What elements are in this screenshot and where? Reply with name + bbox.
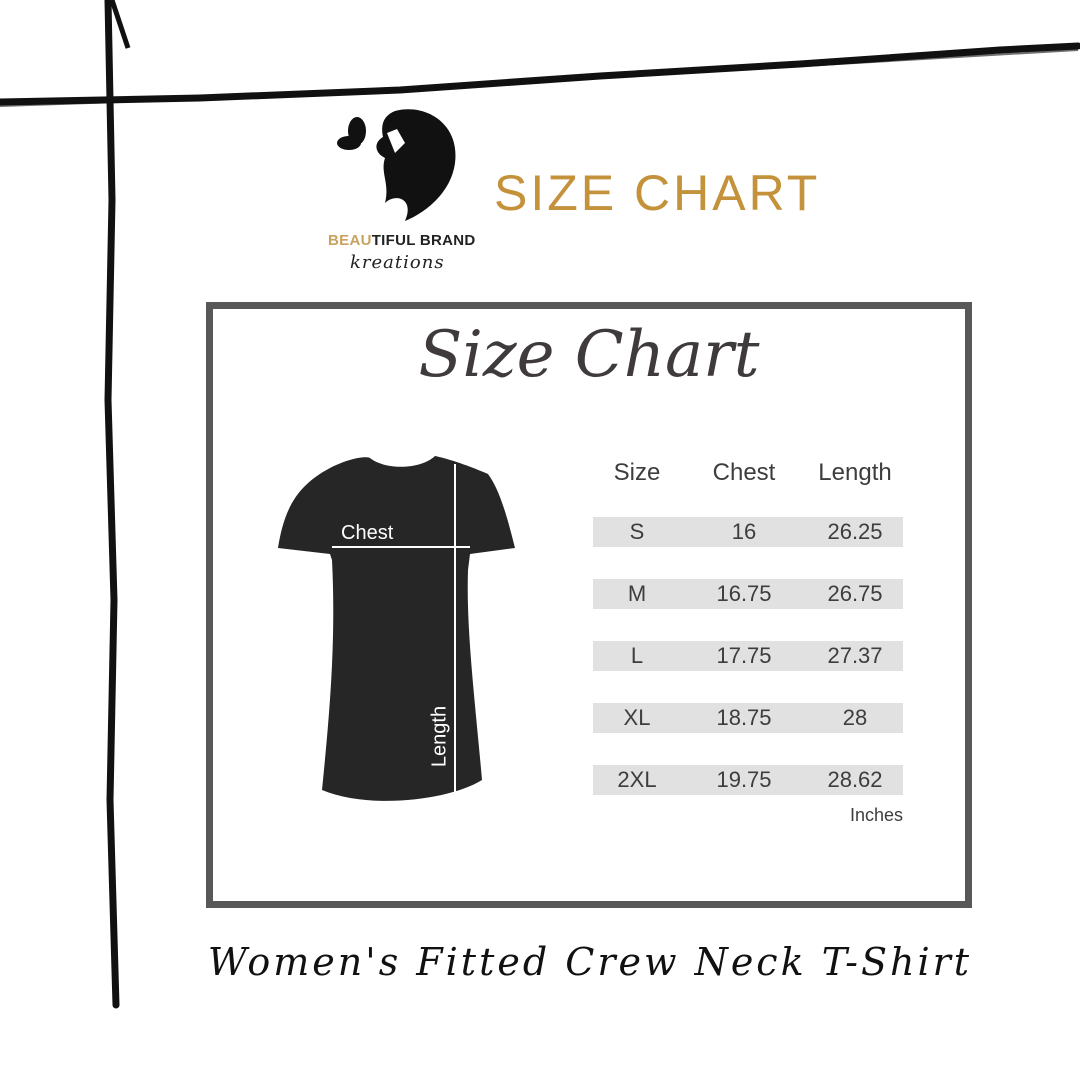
table-row	[593, 765, 903, 795]
cell-size: S	[629, 519, 645, 544]
chest-label: Chest	[341, 522, 394, 544]
brand-name: BEAUTIFUL BRAND	[328, 232, 476, 249]
cell-length: 27.37	[827, 643, 883, 668]
tshirt-illustration	[278, 456, 515, 802]
cell-chest: 19.75	[716, 767, 772, 792]
cell-chest: 17.75	[716, 643, 772, 668]
column-header-chest: Chest	[712, 459, 776, 486]
column-header-size: Size	[613, 459, 661, 486]
cell-size: L	[630, 643, 644, 668]
unit-label: Inches	[849, 805, 903, 825]
cell-size: 2XL	[617, 767, 657, 792]
column-header-length: Length	[818, 459, 892, 486]
table-row	[593, 703, 903, 733]
cell-size: M	[627, 581, 647, 606]
cell-chest: 16.75	[716, 581, 772, 606]
table-row	[593, 641, 903, 671]
cell-length: 26.25	[827, 519, 883, 544]
cell-size: XL	[623, 705, 651, 730]
table-row	[593, 579, 903, 609]
cell-length: 28	[842, 705, 868, 730]
cell-chest: 18.75	[716, 705, 772, 730]
table-row	[593, 517, 903, 547]
cell-length: 28.62	[827, 767, 883, 792]
cell-length: 26.75	[827, 581, 883, 606]
brand-subtitle: kreations	[350, 252, 445, 273]
cell-chest: 16	[731, 519, 757, 544]
product-name: Women's Fitted Crew Neck T-Shirt	[207, 940, 973, 984]
header-title: SIZE CHART	[494, 165, 821, 221]
lion-butterfly-logo-icon	[337, 109, 456, 221]
card-title: Size Chart	[418, 318, 760, 392]
length-label: Length	[428, 705, 451, 768]
